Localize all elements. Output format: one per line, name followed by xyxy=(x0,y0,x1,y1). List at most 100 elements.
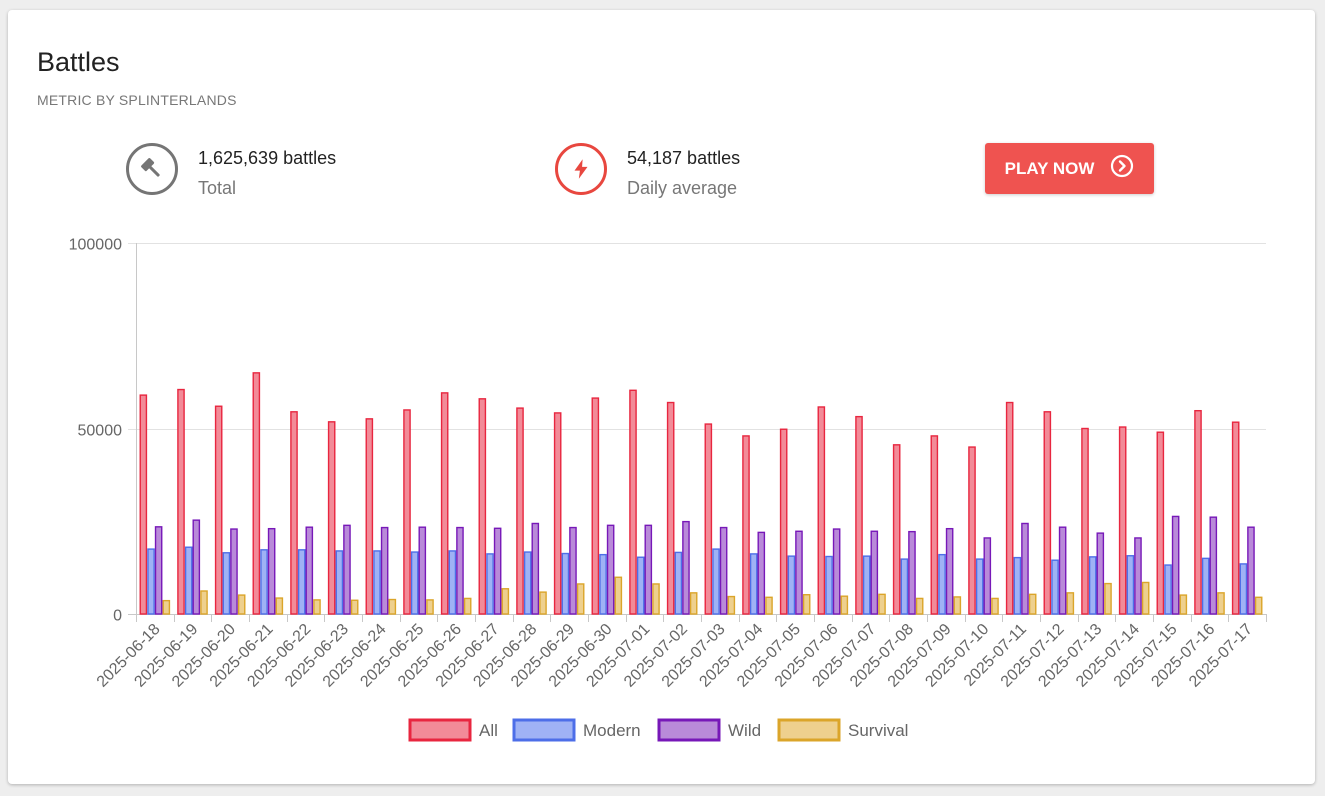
bar-wild[interactable] xyxy=(154,526,163,615)
bar-modern[interactable] xyxy=(749,553,758,615)
bar-all[interactable] xyxy=(553,412,562,615)
legend-swatch-modern[interactable] xyxy=(512,718,576,742)
bar-survival[interactable] xyxy=(614,576,623,615)
bar-all[interactable] xyxy=(327,421,336,615)
bar-all[interactable] xyxy=(403,409,411,615)
bar-wild[interactable] xyxy=(1209,516,1218,615)
bar-modern[interactable] xyxy=(1088,556,1097,615)
bar-modern[interactable] xyxy=(1164,564,1172,615)
legend-label-modern[interactable]: Modern xyxy=(583,721,641,740)
bar-all[interactable] xyxy=(892,444,901,615)
bar-wild[interactable] xyxy=(644,524,653,615)
bar-wild[interactable] xyxy=(1096,532,1105,615)
chart-legend[interactable]: All Modern Wild Survival xyxy=(408,718,908,742)
bar-survival[interactable] xyxy=(463,597,472,615)
bar-modern[interactable] xyxy=(561,552,570,615)
bar-survival[interactable] xyxy=(915,597,924,615)
bar-all[interactable] xyxy=(591,397,600,615)
bar-all[interactable] xyxy=(139,394,148,615)
bar-wild[interactable] xyxy=(1171,515,1180,615)
bar-survival[interactable] xyxy=(388,598,397,615)
bar-wild[interactable] xyxy=(832,528,841,615)
bar-survival[interactable] xyxy=(426,599,434,615)
bar-all[interactable] xyxy=(365,418,374,615)
bar-wild[interactable] xyxy=(908,530,916,615)
bar-wild[interactable] xyxy=(531,522,540,615)
bar-survival[interactable] xyxy=(200,590,208,615)
bar-wild[interactable] xyxy=(757,531,766,615)
bar-survival[interactable] xyxy=(576,583,585,615)
bar-all[interactable] xyxy=(817,406,826,615)
bar-wild[interactable] xyxy=(418,526,427,615)
bar-modern[interactable] xyxy=(1201,557,1210,615)
bar-survival[interactable] xyxy=(1104,582,1112,615)
bar-survival[interactable] xyxy=(802,594,811,615)
bar-all[interactable] xyxy=(666,401,675,615)
bar-wild[interactable] xyxy=(343,524,351,615)
bar-survival[interactable] xyxy=(1179,594,1188,615)
bar-wild[interactable] xyxy=(870,530,879,615)
bar-wild[interactable] xyxy=(267,527,276,615)
bar-wild[interactable] xyxy=(569,526,577,615)
bar-all[interactable] xyxy=(1005,401,1014,615)
bar-modern[interactable] xyxy=(938,553,946,615)
bar-all[interactable] xyxy=(252,372,261,615)
bar-all[interactable] xyxy=(1194,409,1202,615)
bar-survival[interactable] xyxy=(878,593,886,615)
bar-modern[interactable] xyxy=(1051,559,1059,615)
bar-all[interactable] xyxy=(629,389,637,615)
bar-modern[interactable] xyxy=(787,555,796,615)
bar-modern[interactable] xyxy=(147,548,155,615)
bar-wild[interactable] xyxy=(380,526,389,615)
bar-all[interactable] xyxy=(855,415,863,615)
bar-all[interactable] xyxy=(930,435,939,615)
bar-modern[interactable] xyxy=(1013,556,1022,615)
bar-all[interactable] xyxy=(779,428,788,615)
bar-wild[interactable] xyxy=(983,537,992,615)
bar-survival[interactable] xyxy=(689,592,698,615)
legend-swatch-all[interactable] xyxy=(408,718,472,742)
bar-all[interactable] xyxy=(290,411,298,615)
legend-label-all[interactable]: All xyxy=(479,721,498,740)
bar-survival[interactable] xyxy=(162,599,171,615)
bar-survival[interactable] xyxy=(652,583,660,615)
bar-modern[interactable] xyxy=(523,551,532,615)
bar-modern[interactable] xyxy=(1239,563,1248,615)
bar-modern[interactable] xyxy=(486,553,494,615)
legend-swatch-wild[interactable] xyxy=(657,718,721,742)
bar-wild[interactable] xyxy=(795,530,803,615)
bar-wild[interactable] xyxy=(1134,537,1142,615)
bar-modern[interactable] xyxy=(335,550,344,615)
bar-wild[interactable] xyxy=(493,527,502,615)
bar-modern[interactable] xyxy=(599,553,607,615)
bar-all[interactable] xyxy=(1118,426,1127,615)
bar-modern[interactable] xyxy=(448,550,457,615)
bar-all[interactable] xyxy=(177,388,185,615)
bar-wild[interactable] xyxy=(305,526,314,615)
bar-survival[interactable] xyxy=(840,595,849,615)
bar-wild[interactable] xyxy=(1021,522,1029,615)
bar-survival[interactable] xyxy=(350,599,359,615)
bar-all[interactable] xyxy=(742,435,750,615)
bar-modern[interactable] xyxy=(900,558,909,615)
bar-all[interactable] xyxy=(968,446,976,615)
bar-modern[interactable] xyxy=(636,556,645,615)
bar-wild[interactable] xyxy=(456,526,464,615)
bar-all[interactable] xyxy=(478,398,487,615)
bar-all[interactable] xyxy=(214,405,223,615)
bar-all[interactable] xyxy=(516,407,524,615)
bar-survival[interactable] xyxy=(1066,592,1075,615)
bar-survival[interactable] xyxy=(953,596,962,615)
bar-wild[interactable] xyxy=(682,520,690,615)
bar-wild[interactable] xyxy=(1058,526,1067,615)
bar-wild[interactable] xyxy=(1247,526,1255,615)
bar-wild[interactable] xyxy=(719,526,728,615)
bar-survival[interactable] xyxy=(237,594,246,615)
bar-survival[interactable] xyxy=(1254,596,1263,615)
bar-modern[interactable] xyxy=(373,550,381,615)
bar-modern[interactable] xyxy=(825,555,833,615)
bar-survival[interactable] xyxy=(501,588,510,615)
bar-modern[interactable] xyxy=(674,551,683,615)
bar-modern[interactable] xyxy=(184,546,193,615)
bar-survival[interactable] xyxy=(539,591,547,615)
